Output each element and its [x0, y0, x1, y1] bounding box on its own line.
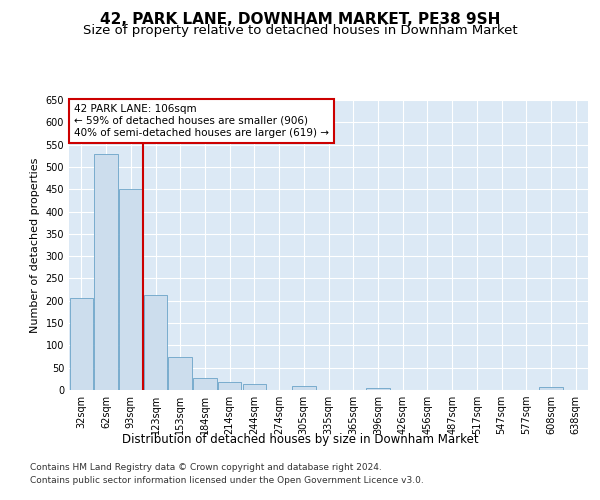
Bar: [292, 386, 316, 390]
Bar: [366, 388, 389, 390]
Text: 42, PARK LANE, DOWNHAM MARKET, PE38 9SH: 42, PARK LANE, DOWNHAM MARKET, PE38 9SH: [100, 12, 500, 28]
Bar: [119, 189, 143, 390]
Bar: [539, 387, 563, 390]
Bar: [94, 154, 118, 390]
Bar: [218, 382, 241, 390]
Bar: [193, 378, 217, 390]
Text: Contains public sector information licensed under the Open Government Licence v3: Contains public sector information licen…: [30, 476, 424, 485]
Text: Contains HM Land Registry data © Crown copyright and database right 2024.: Contains HM Land Registry data © Crown c…: [30, 462, 382, 471]
Bar: [242, 384, 266, 390]
Bar: [144, 295, 167, 390]
Bar: [70, 298, 93, 390]
Y-axis label: Number of detached properties: Number of detached properties: [30, 158, 40, 332]
Text: 42 PARK LANE: 106sqm
← 59% of detached houses are smaller (906)
40% of semi-deta: 42 PARK LANE: 106sqm ← 59% of detached h…: [74, 104, 329, 138]
Text: Distribution of detached houses by size in Downham Market: Distribution of detached houses by size …: [122, 432, 478, 446]
Text: Size of property relative to detached houses in Downham Market: Size of property relative to detached ho…: [83, 24, 517, 37]
Bar: [169, 356, 192, 390]
